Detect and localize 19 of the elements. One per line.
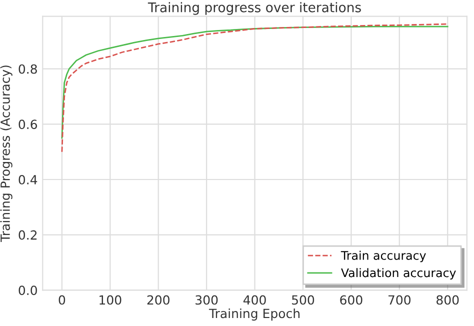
- y-tick-label: 0.6: [18, 120, 38, 130]
- y-axis-title: Training Progress (Accuracy): [0, 66, 12, 242]
- x-tick-label: 700: [388, 295, 410, 305]
- x-tick-label: 800: [436, 295, 459, 305]
- y-tick-label: 0.4: [18, 174, 38, 184]
- x-tick-label: 400: [243, 295, 266, 305]
- x-tick-label: 0: [58, 295, 66, 305]
- x-tick-label: 600: [340, 295, 362, 305]
- x-tick-label: 300: [196, 295, 218, 305]
- legend-label: Validation accuracy: [341, 268, 456, 280]
- x-axis-title: Training Epoch: [208, 308, 300, 321]
- y-tick-label: 0.2: [18, 230, 37, 240]
- y-tick-label: 0.0: [18, 286, 37, 296]
- y-tick-label: 0.8: [18, 64, 37, 74]
- legend-label: Train accuracy: [340, 250, 426, 262]
- chart-title: Training progress over iterations: [148, 2, 361, 15]
- x-tick-label: 100: [100, 295, 122, 305]
- x-tick-label: 200: [147, 295, 170, 305]
- x-tick-label: 500: [292, 295, 314, 305]
